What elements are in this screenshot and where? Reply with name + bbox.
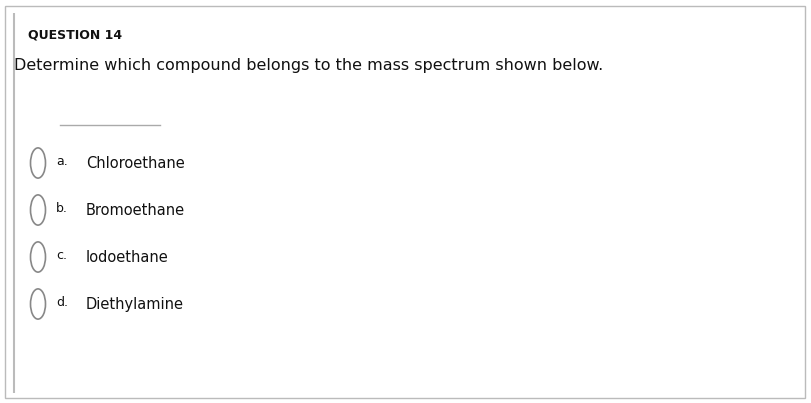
Text: Diethylamine: Diethylamine [86, 297, 184, 312]
Text: Iodoethane: Iodoethane [86, 250, 169, 265]
Text: a.: a. [56, 155, 67, 168]
Text: Bromoethane: Bromoethane [86, 203, 185, 218]
Text: Chloroethane: Chloroethane [86, 156, 185, 171]
Text: d.: d. [56, 296, 68, 309]
Text: b.: b. [56, 202, 68, 215]
Text: Determine which compound belongs to the mass spectrum shown below.: Determine which compound belongs to the … [14, 58, 603, 73]
Text: c.: c. [56, 249, 67, 262]
Text: QUESTION 14: QUESTION 14 [28, 28, 122, 41]
